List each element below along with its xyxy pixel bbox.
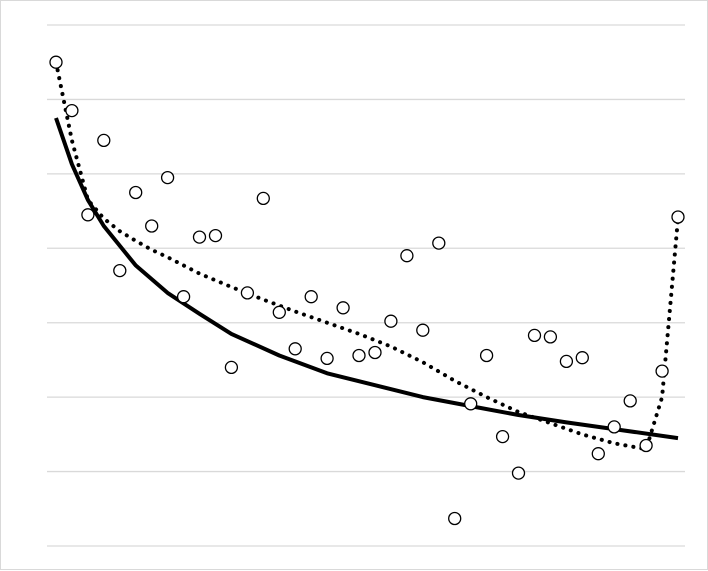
data-point [304, 290, 318, 304]
data-point [129, 185, 143, 200]
data-point [145, 219, 159, 233]
data-point [495, 429, 510, 444]
data-point [192, 230, 207, 244]
data-point [432, 236, 446, 250]
solid-trendline [54, 117, 679, 441]
data-points [49, 55, 685, 526]
data-point [49, 55, 63, 69]
data-point [448, 511, 462, 526]
data-point [623, 394, 637, 408]
data-point [336, 301, 350, 315]
data-point [416, 323, 430, 337]
data-point [272, 305, 286, 319]
data-point [400, 249, 414, 263]
data-point [671, 210, 685, 224]
data-point [559, 354, 574, 369]
data-point [639, 438, 653, 453]
data-point [591, 447, 605, 461]
data-point [97, 133, 111, 148]
gridlines [47, 24, 685, 547]
data-point [288, 342, 302, 356]
data-point [511, 466, 526, 480]
data-point [320, 351, 334, 366]
data-point [208, 228, 223, 243]
data-point [655, 364, 669, 378]
data-point [464, 397, 478, 411]
data-point [543, 330, 558, 344]
data-point [224, 360, 239, 375]
data-point [65, 103, 79, 118]
data-point [384, 314, 398, 328]
data-point [527, 328, 542, 343]
data-point [368, 345, 382, 360]
data-point [607, 420, 621, 434]
data-point [352, 348, 366, 363]
data-point [176, 290, 191, 304]
data-point [256, 191, 270, 206]
data-point [113, 263, 127, 278]
trendlines [54, 60, 680, 452]
data-point [479, 348, 494, 363]
data-point [160, 170, 175, 185]
dotted-trendline [54, 60, 680, 452]
data-point [575, 351, 589, 365]
data-point [240, 286, 255, 300]
data-point [81, 208, 95, 222]
